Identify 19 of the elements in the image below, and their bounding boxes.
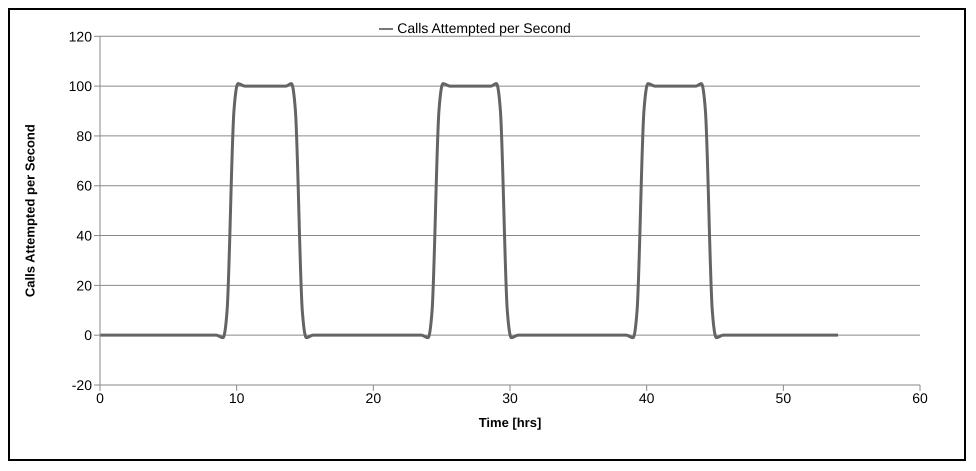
y-tick-label: -20 (72, 376, 92, 393)
y-tick-label: 60 (76, 178, 92, 194)
x-axis-title: Time [hrs] (478, 415, 542, 430)
y-tick-label: 120 (68, 28, 92, 44)
x-tick-label: 50 (776, 390, 792, 406)
x-tick-label: 0 (96, 390, 104, 406)
y-axis-title: Calls Attempted per Second (22, 124, 38, 298)
y-tick-label: 20 (76, 277, 92, 294)
x-tick-label: 20 (366, 390, 382, 406)
x-tick-label: 60 (912, 390, 928, 406)
legend-label: Calls Attempted per Second (397, 20, 571, 36)
x-tick-label: 30 (502, 390, 518, 406)
x-tick-label: 10 (228, 390, 245, 406)
line-series (100, 82, 840, 340)
y-tick-label: 100 (68, 78, 92, 94)
y-tick-label: 0 (84, 327, 92, 344)
x-tick-label: 40 (638, 390, 655, 406)
y-tick-label: 40 (76, 228, 92, 244)
y-tick-label: 80 (76, 128, 92, 144)
